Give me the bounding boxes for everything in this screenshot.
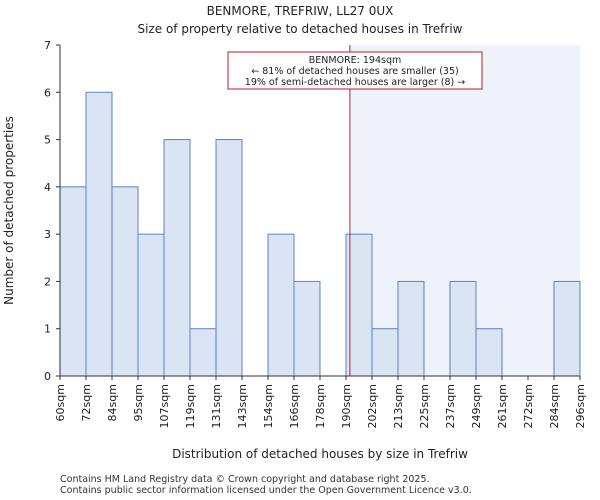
x-tick-label: 60sqm [54,384,67,421]
annotation-line: BENMORE: 194sqm [309,55,402,66]
bar [215,139,243,377]
x-tick-label: 84sqm [106,384,119,421]
y-tick-label: 4 [44,181,51,194]
x-tick-label: 131sqm [210,384,223,428]
annotation-line: 19% of semi-detached houses are larger (… [245,77,465,88]
bar [371,328,399,377]
x-tick-label: 225sqm [418,384,431,428]
annotation-line: ← 81% of detached houses are smaller (35… [251,66,458,77]
bar [553,280,581,377]
bar [293,280,321,377]
y-tick-label: 2 [44,275,51,288]
chart-subtitle: Size of property relative to detached ho… [137,22,463,36]
annotation-box [227,51,483,90]
x-tick-label: 202sqm [366,384,379,428]
bar [59,186,87,377]
x-tick-label: 284sqm [548,384,561,428]
x-tick-label: 154sqm [262,384,275,428]
chart-title: BENMORE, TREFRIW, LL27 0UX [206,4,394,18]
x-tick-label: 296sqm [574,384,587,428]
x-axis-label: Distribution of detached houses by size … [172,447,468,461]
x-tick-label: 119sqm [184,384,197,428]
x-tick-label: 213sqm [392,384,405,428]
x-tick-label: 178sqm [314,384,327,428]
x-tick-label: 261sqm [496,384,509,428]
bar [189,328,217,377]
x-tick-label: 272sqm [522,384,535,428]
x-tick-label: 249sqm [470,384,483,428]
x-tick-label: 107sqm [158,384,171,428]
bar [137,233,165,377]
bar [397,280,425,377]
bar [163,139,191,377]
x-tick-label: 190sqm [340,384,353,428]
bar [475,328,503,377]
y-tick-label: 0 [44,370,51,383]
y-tick-label: 7 [44,39,51,52]
y-tick-label: 5 [44,134,51,147]
y-tick-label: 3 [44,228,51,241]
x-tick-label: 143sqm [236,384,249,428]
x-tick-label: 166sqm [288,384,301,428]
x-tick-label: 72sqm [80,384,93,421]
x-tick-label: 95sqm [132,384,145,421]
y-tick-label: 6 [44,86,51,99]
y-tick-label: 1 [44,323,51,336]
bar [85,91,113,377]
footer-copyright: Contains HM Land Registry data © Crown c… [60,474,430,485]
footer-licence: Contains public sector information licen… [60,485,472,496]
x-tick-label: 237sqm [444,384,457,428]
y-axis-label: Number of detached properties [2,116,16,305]
bar [111,186,139,377]
bar [449,280,477,377]
bar [267,233,295,377]
